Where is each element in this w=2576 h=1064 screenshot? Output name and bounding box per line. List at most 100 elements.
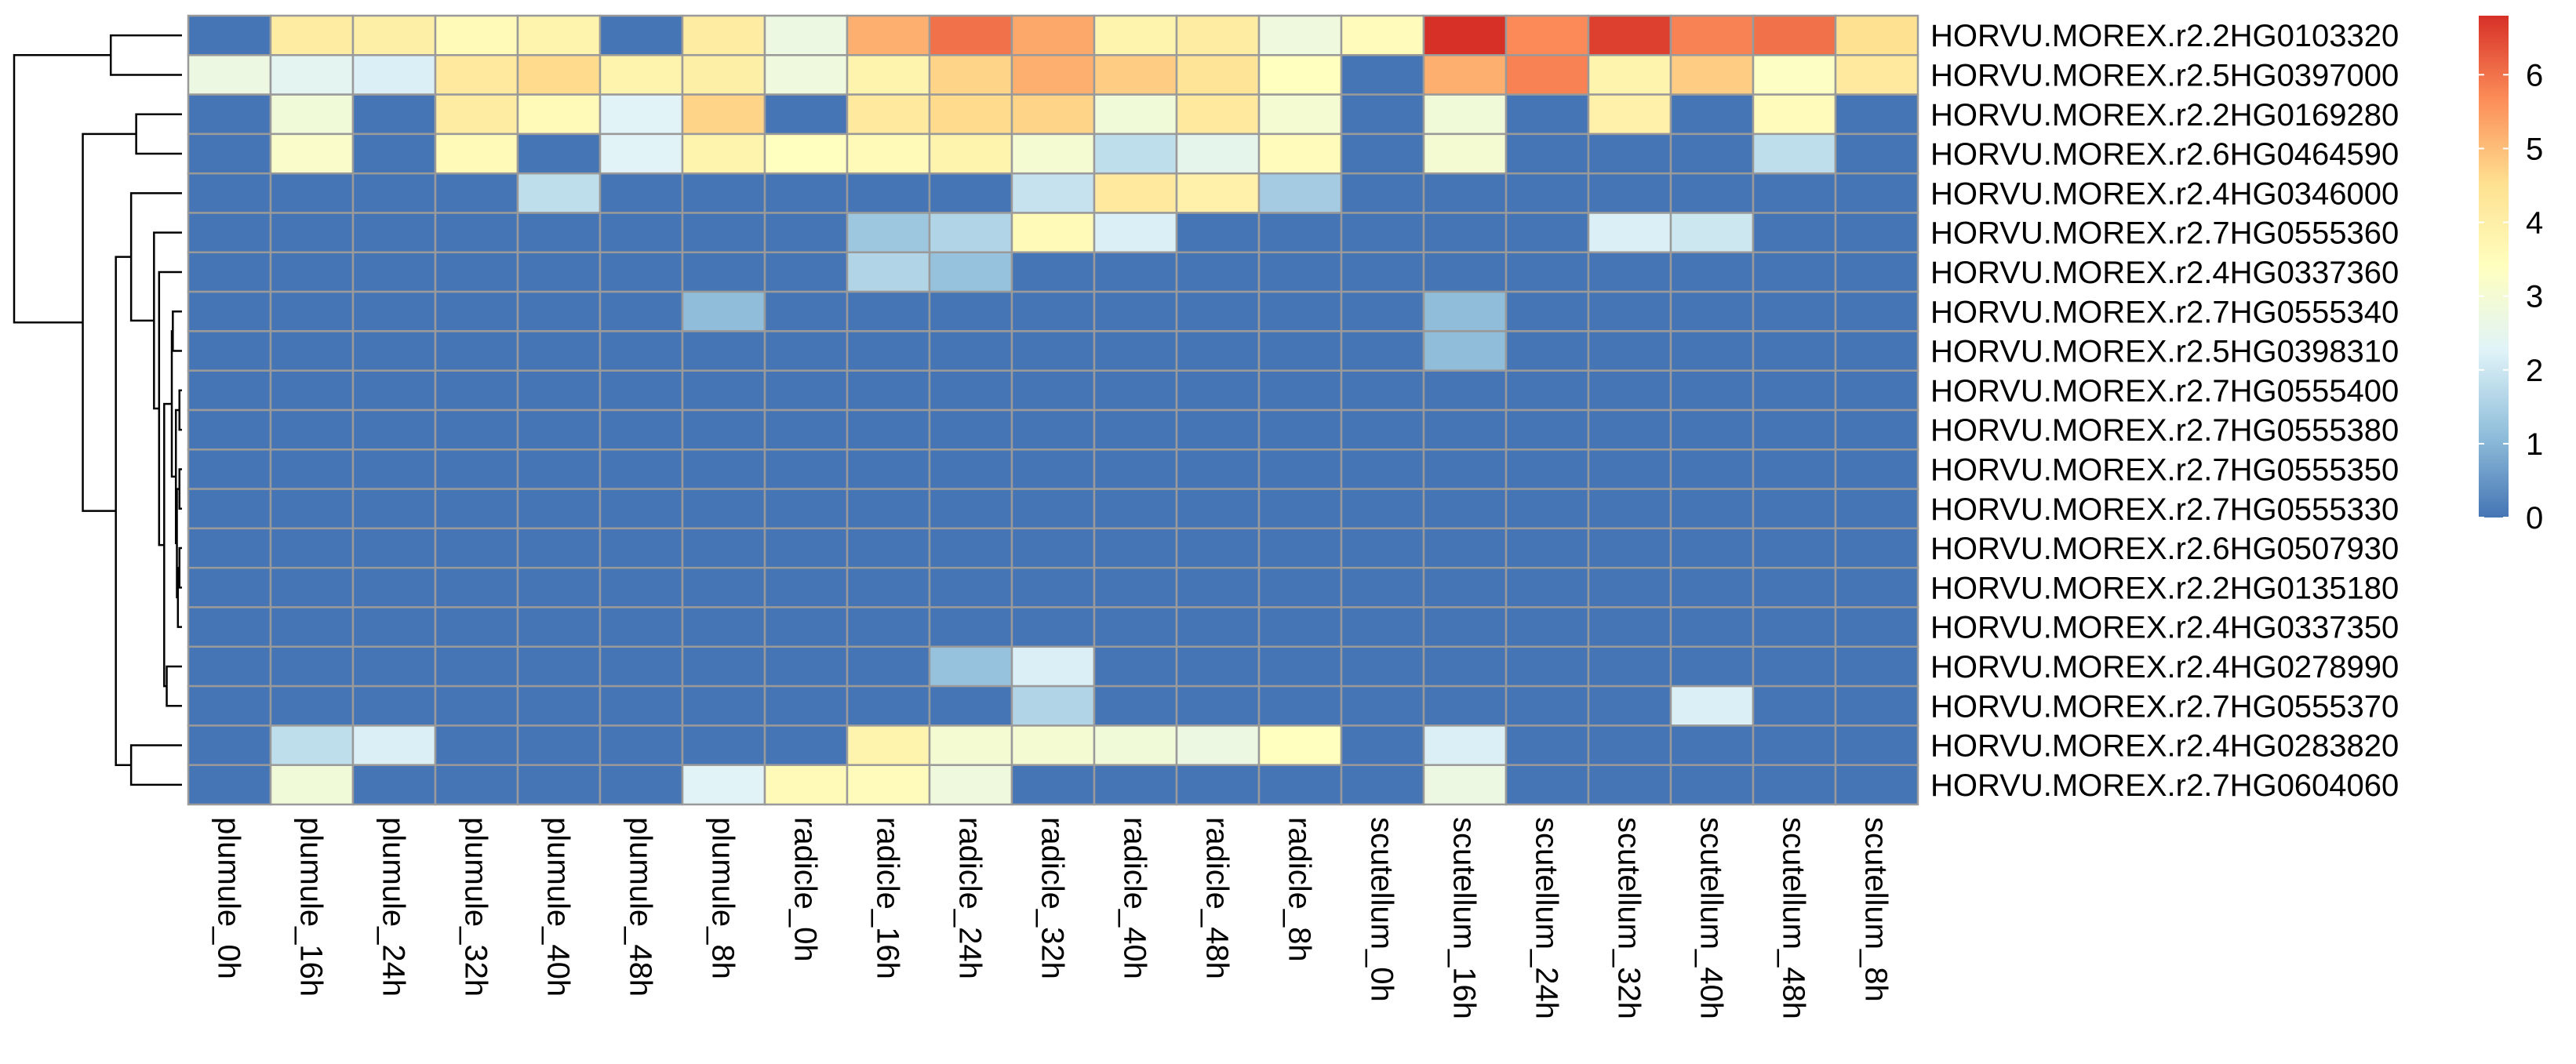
heatmap-cell <box>1587 14 1672 56</box>
heatmap-cell <box>1752 251 1837 293</box>
heatmap-cell <box>1587 566 1672 608</box>
heatmap-cell <box>763 251 849 293</box>
heatmap-cell <box>269 724 355 766</box>
heatmap-cell <box>1257 14 1343 56</box>
row-label: HORVU.MOREX.r2.6HG0464590 <box>1930 137 2399 172</box>
heatmap-cell <box>269 251 355 293</box>
heatmap-cell <box>1093 251 1178 293</box>
heatmap-cell <box>1834 527 1919 569</box>
heatmap-cell <box>681 290 766 332</box>
heatmap-cell <box>599 685 684 727</box>
heatmap-cell <box>1834 330 1919 372</box>
heatmap-cell <box>1504 133 1590 175</box>
heatmap-cell <box>351 251 437 293</box>
column-label: plumule_16h <box>294 817 329 997</box>
row-label: HORVU.MOREX.r2.5HG0397000 <box>1930 58 2399 93</box>
legend-tick-label: 2 <box>2526 354 2543 388</box>
heatmap-cell <box>1752 133 1837 175</box>
heatmap-cell <box>1010 93 1096 136</box>
heatmap-cell <box>1340 369 1425 412</box>
heatmap-cell <box>1010 527 1096 569</box>
heatmap-cell <box>1093 606 1178 648</box>
heatmap-cell <box>269 566 355 608</box>
dendrogram-branch <box>166 665 182 707</box>
heatmap-cell <box>351 133 437 175</box>
heatmap-cell <box>928 724 1013 766</box>
heatmap-cell <box>1752 645 1837 688</box>
heatmap-cell <box>928 369 1013 412</box>
heatmap-cell <box>1669 488 1755 530</box>
heatmap-cell <box>1504 251 1590 293</box>
heatmap-cell <box>1669 764 1755 806</box>
heatmap-cell <box>351 93 437 136</box>
heatmap-cell <box>846 527 931 569</box>
heatmap-cell <box>1752 527 1837 569</box>
heatmap-cell <box>928 212 1013 254</box>
heatmap-cell <box>187 724 272 766</box>
heatmap-cell <box>846 251 931 293</box>
heatmap-cell <box>681 724 766 766</box>
heatmap-cell <box>1175 409 1261 451</box>
heatmap-cell <box>1093 724 1178 766</box>
row-label: HORVU.MOREX.r2.4HG0346000 <box>1930 176 2399 211</box>
heatmap-cell <box>516 645 602 688</box>
heatmap-cell <box>1752 764 1837 806</box>
legend-tick-label: 6 <box>2526 58 2543 93</box>
legend-tick-label: 1 <box>2526 427 2543 462</box>
heatmap-cell <box>681 685 766 727</box>
heatmap-cell <box>1093 133 1178 175</box>
heatmap-cell <box>269 290 355 332</box>
heatmap-cell <box>1422 369 1508 412</box>
heatmap-cell <box>681 409 766 451</box>
heatmap-cell <box>1504 724 1590 766</box>
heatmap-cell <box>1669 93 1755 136</box>
heatmap-cell <box>928 409 1013 451</box>
heatmap-cell <box>1422 212 1508 254</box>
row-label: HORVU.MOREX.r2.4HG0283820 <box>1930 729 2399 764</box>
heatmap-cell <box>187 527 272 569</box>
heatmap-cell <box>1422 54 1508 96</box>
heatmap-cell <box>1834 724 1919 766</box>
heatmap-cell <box>1175 764 1261 806</box>
heatmap-cell <box>1175 251 1261 293</box>
heatmap-cell <box>846 724 931 766</box>
heatmap-cell <box>187 14 272 56</box>
heatmap-cell <box>1422 606 1508 648</box>
heatmap-cell <box>269 212 355 254</box>
column-label: plumule_32h <box>459 817 493 997</box>
heatmap-cell <box>1257 133 1343 175</box>
heatmap-cell <box>516 527 602 569</box>
column-label: scutellum_24h <box>1530 817 1564 1019</box>
heatmap-cell <box>187 566 272 608</box>
heatmap-cell <box>846 645 931 688</box>
heatmap-cell <box>1669 330 1755 372</box>
heatmap-cell <box>516 330 602 372</box>
heatmap-cell <box>846 488 931 530</box>
heatmap-cell <box>1669 606 1755 648</box>
heatmap-cell <box>1834 409 1919 451</box>
heatmap-cell <box>1504 330 1590 372</box>
heatmap-cell <box>1752 685 1837 727</box>
heatmap-cell <box>1834 290 1919 332</box>
heatmap-cell <box>1587 488 1672 530</box>
heatmap-cell <box>1504 685 1590 727</box>
heatmap-cell <box>516 448 602 490</box>
row-labels: HORVU.MOREX.r2.2HG0103320 HORVU.MOREX.r2.… <box>1930 19 2399 803</box>
heatmap-cell <box>763 133 849 175</box>
heatmap-cell <box>763 14 849 56</box>
heatmap-cell <box>1340 290 1425 332</box>
heatmap-cell <box>1340 645 1425 688</box>
heatmap-cell <box>1175 172 1261 214</box>
heatmap-cell <box>1504 566 1590 608</box>
heatmap-cell <box>846 93 931 136</box>
heatmap-cell <box>1257 330 1343 372</box>
heatmap-cell <box>1010 448 1096 490</box>
heatmap-cell <box>928 172 1013 214</box>
heatmap-cell <box>516 290 602 332</box>
heatmap-cell <box>928 764 1013 806</box>
heatmap-cell <box>599 409 684 451</box>
heatmap-cell <box>763 527 849 569</box>
heatmap-cell <box>1093 409 1178 451</box>
heatmap-cell <box>1587 212 1672 254</box>
heatmap-cell <box>269 527 355 569</box>
